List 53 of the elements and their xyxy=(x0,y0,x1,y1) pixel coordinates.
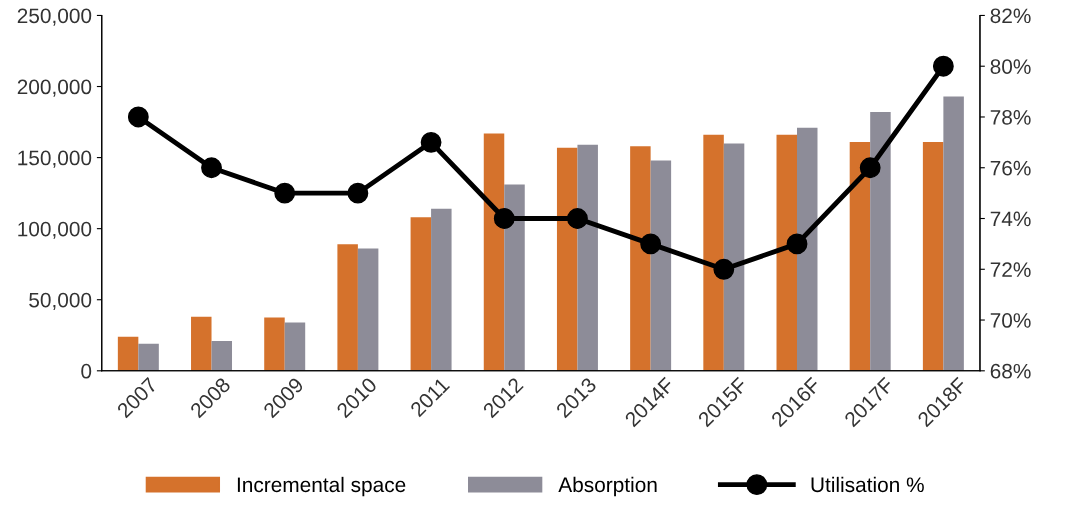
y-tick-label: 50,000 xyxy=(29,292,92,310)
y2-tick-label: 82% xyxy=(990,8,1031,24)
point xyxy=(127,106,149,128)
bar xyxy=(870,112,891,371)
y2-tick-label: 74% xyxy=(990,211,1031,227)
bar xyxy=(630,146,651,371)
y2-tick-label: 70% xyxy=(990,313,1031,328)
legend-label: Absorption xyxy=(558,476,657,497)
bar xyxy=(410,217,432,371)
bar xyxy=(723,143,745,371)
y-tick-label: 0 xyxy=(81,363,92,379)
bar xyxy=(943,96,964,371)
y-tick-label: 100,000 xyxy=(18,221,92,239)
bar xyxy=(797,127,818,371)
y-tick-label: 200,000 xyxy=(17,79,92,97)
bar xyxy=(504,184,525,371)
bar xyxy=(191,316,212,371)
point xyxy=(932,55,954,77)
bar xyxy=(776,134,797,371)
bar xyxy=(849,141,871,371)
point xyxy=(859,157,881,179)
point xyxy=(713,258,735,280)
y2-tick-label: 76% xyxy=(990,160,1031,176)
bar xyxy=(922,141,944,371)
bar xyxy=(337,244,358,371)
point xyxy=(567,208,588,229)
bar xyxy=(431,208,452,371)
legend-label: Utilisation % xyxy=(811,476,924,493)
bar xyxy=(211,340,233,371)
bar xyxy=(703,134,724,371)
bar xyxy=(483,133,505,371)
point xyxy=(493,208,515,229)
bar xyxy=(284,322,306,371)
y2-tick-label: 80% xyxy=(990,59,1031,74)
point xyxy=(347,182,369,204)
point xyxy=(420,131,442,153)
bar xyxy=(577,144,598,371)
point xyxy=(786,233,808,255)
y-tick-label: 150,000 xyxy=(18,150,92,168)
point xyxy=(640,233,662,255)
point xyxy=(274,182,296,204)
bar xyxy=(117,336,139,371)
bar xyxy=(357,248,379,371)
y2-tick-label: 78% xyxy=(990,109,1031,125)
y2-tick-label: 72% xyxy=(990,262,1031,277)
y2-tick-label: 68% xyxy=(990,363,1031,379)
legend-label: Incremental space xyxy=(237,476,406,497)
point xyxy=(201,157,222,179)
bar xyxy=(556,147,578,371)
y-tick-label: 250,000 xyxy=(17,8,92,26)
bar xyxy=(650,160,672,371)
bar xyxy=(264,317,285,371)
bar xyxy=(138,343,159,371)
